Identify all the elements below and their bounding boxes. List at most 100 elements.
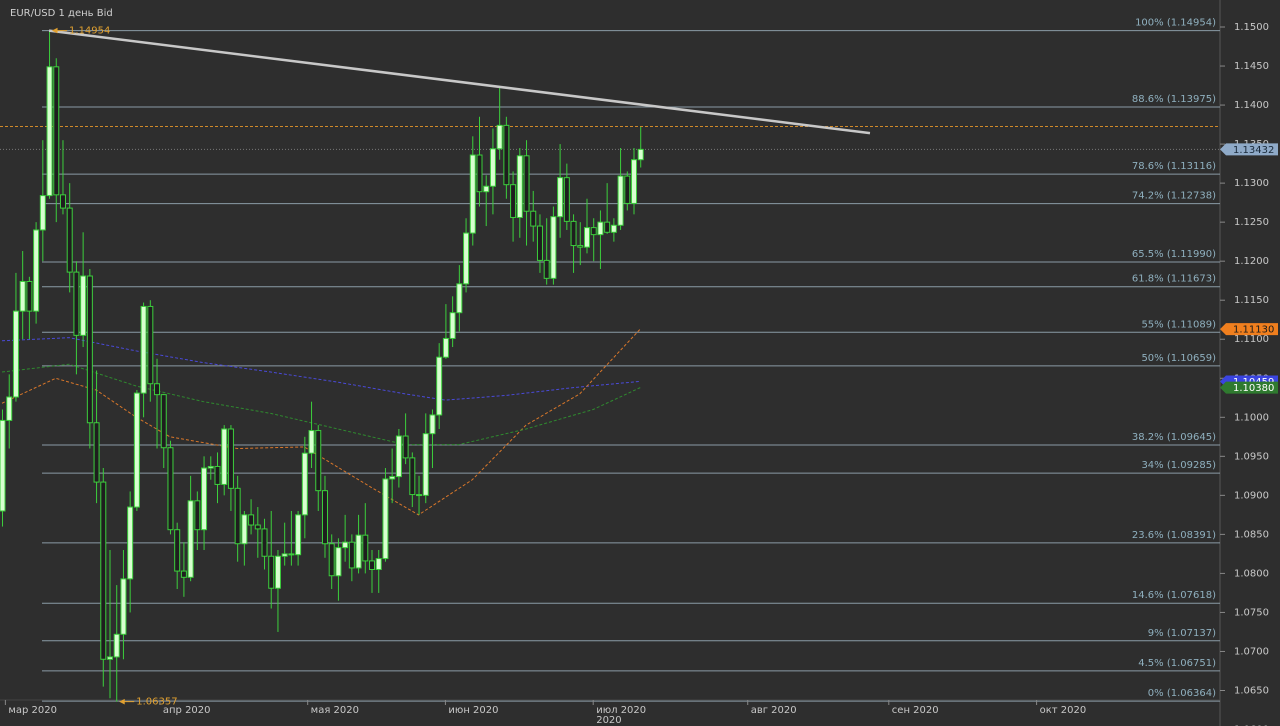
moving-average — [1, 337, 641, 401]
candle-body — [449, 312, 456, 339]
fib-label: 50% (1.10659) — [1141, 353, 1216, 364]
fib-label: 100% (1.14954) — [1135, 18, 1216, 29]
y-tick-label: 1.1200 — [1234, 256, 1269, 267]
candle-body — [268, 555, 275, 589]
x-tick-label: июн 2020 — [448, 705, 498, 716]
candle-body — [315, 430, 322, 492]
fib-label: 14.6% (1.07618) — [1132, 590, 1216, 601]
candle-body — [174, 529, 181, 572]
candle-body — [254, 524, 261, 530]
candle-body — [180, 570, 187, 578]
candle-body — [207, 465, 214, 469]
candle-body — [382, 478, 389, 560]
candle-body — [46, 66, 53, 197]
candle-body — [194, 500, 201, 531]
candle-body — [147, 305, 154, 385]
candle-body — [6, 396, 13, 421]
y-tick-label: 1.1100 — [1234, 334, 1269, 345]
candle-body — [610, 224, 617, 233]
y-tick-label: 1.0650 — [1234, 685, 1269, 696]
candle-body — [389, 476, 396, 480]
candle-body — [369, 560, 376, 571]
candle-body — [362, 534, 369, 562]
x-tick-label: авг 2020 — [751, 705, 797, 716]
candle-body — [543, 259, 550, 279]
candle-body — [395, 435, 402, 478]
candle-body — [570, 220, 577, 247]
candle-body — [557, 177, 564, 218]
x-tick-label: июл 2020 — [596, 705, 646, 716]
candle-body — [342, 541, 349, 549]
fib-label: 0% (1.06364) — [1148, 688, 1216, 699]
candle-body — [127, 506, 134, 580]
chart-title: EUR/USD 1 день Bid — [10, 8, 113, 19]
candle-body — [241, 514, 248, 545]
candle-body — [167, 447, 174, 531]
candle-body — [93, 422, 100, 483]
candle-body — [442, 337, 449, 358]
y-tick-label: 1.0950 — [1234, 451, 1269, 462]
candle-body — [335, 547, 342, 577]
annotation-arrow — [51, 27, 68, 34]
fib-label: 55% (1.11089) — [1141, 319, 1216, 330]
candle-body — [624, 175, 631, 204]
candle-body — [308, 430, 315, 454]
candle-body — [140, 305, 147, 394]
candle-body — [348, 541, 355, 569]
y-tick-label: 1.1000 — [1234, 412, 1269, 423]
y-tick-label: 1.1300 — [1234, 178, 1269, 189]
candle-body — [631, 159, 638, 204]
fib-label: 88.6% (1.13975) — [1132, 94, 1216, 105]
candle-body — [456, 283, 463, 314]
candle-body — [261, 528, 268, 557]
candle-body — [563, 177, 570, 222]
candle-body — [19, 280, 26, 312]
candle-body — [583, 227, 590, 248]
x-tick-label: сен 2020 — [892, 705, 939, 716]
y-tick-label: 1.1250 — [1234, 217, 1269, 228]
candle-body — [355, 534, 362, 569]
candle-body — [550, 216, 557, 279]
fib-label: 4.5% (1.06751) — [1138, 658, 1216, 669]
fib-label: 9% (1.07137) — [1148, 628, 1216, 639]
candle-body — [503, 124, 510, 186]
candle-body — [489, 148, 496, 187]
candle-body — [328, 543, 335, 577]
candle-body — [483, 185, 490, 193]
price-tag-label: 1.10380 — [1233, 383, 1274, 394]
grid-layer: 100% (1.14954) 88.6% (1.13975) 78.6% (1.13… — [0, 18, 1220, 702]
candle-body — [53, 66, 60, 196]
candle-body — [463, 232, 470, 285]
candle-body — [80, 275, 87, 336]
candle-body — [422, 433, 429, 496]
candle-body — [604, 221, 611, 233]
x-tick-label: мар 2020 — [8, 705, 57, 716]
candle-body — [0, 419, 6, 512]
fib-label: 78.6% (1.13116) — [1132, 161, 1216, 172]
candle-body — [100, 481, 107, 660]
fib-label: 74.2% (1.12738) — [1132, 191, 1216, 202]
annotation-label: 1.06357 — [136, 697, 177, 708]
candle-body — [436, 356, 443, 416]
candle-body — [530, 210, 537, 227]
candle-body — [295, 514, 302, 556]
candle-body — [577, 245, 584, 248]
annotation-label: 1.14954 — [69, 26, 110, 37]
fib-label: 34% (1.09285) — [1141, 460, 1216, 471]
candle-body — [248, 514, 255, 526]
candle-body — [597, 221, 604, 236]
candle-body — [154, 383, 161, 396]
candle-body — [402, 435, 409, 459]
candle-body — [201, 467, 208, 531]
candle-body — [617, 175, 624, 226]
y-tick-label: 1.0750 — [1234, 607, 1269, 618]
candle-body — [469, 154, 476, 234]
y-tick-label: 1.0850 — [1234, 529, 1269, 540]
candle-body — [429, 414, 436, 435]
price-tag — [1220, 381, 1278, 394]
y-tick-label: 1.1500 — [1234, 22, 1269, 33]
candle-body — [510, 184, 517, 218]
candle-body — [86, 275, 93, 424]
